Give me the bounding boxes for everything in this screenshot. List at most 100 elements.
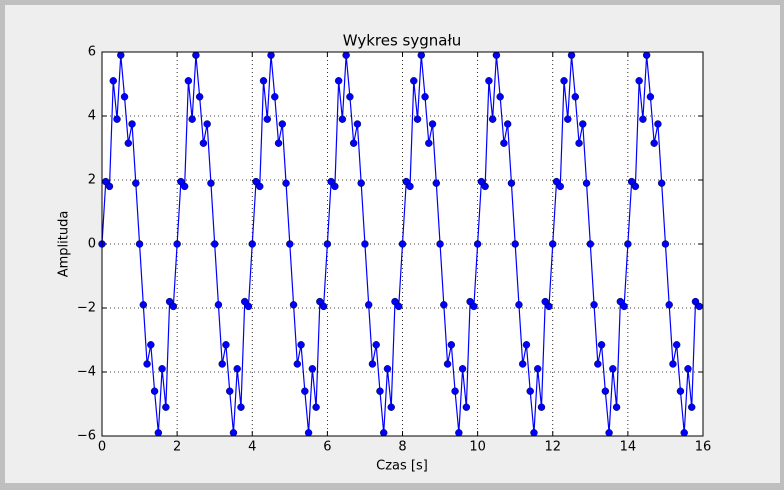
- signal-point: [226, 387, 234, 395]
- signal-point: [210, 240, 219, 248]
- signal-point: [124, 139, 132, 147]
- signal-point: [372, 341, 380, 349]
- signal-point: [380, 429, 388, 437]
- signal-point: [673, 341, 681, 349]
- signal-point: [139, 301, 148, 309]
- signal-point: [229, 429, 238, 437]
- plot-layer: 0 2 4 6 8 10 12 14 16 −6 −4 −2 0 2 4 6: [77, 45, 711, 455]
- signal-point: [323, 240, 332, 248]
- signal-point: [349, 139, 358, 147]
- signal-point: [398, 240, 407, 248]
- signal-point: [492, 51, 501, 59]
- signal-point: [507, 179, 516, 187]
- signal-point: [447, 341, 456, 349]
- signal-point: [676, 387, 685, 395]
- signal-point: [620, 302, 628, 311]
- signal-point: [462, 403, 471, 411]
- signal-point: [218, 360, 226, 368]
- signal-point: [473, 240, 482, 248]
- y-tick-label: 4: [88, 109, 96, 124]
- x-tick-label: 16: [695, 440, 712, 455]
- signal-point: [639, 115, 647, 123]
- signal-point: [308, 365, 317, 373]
- signal-point: [624, 240, 632, 248]
- signal-point: [353, 120, 362, 128]
- signal-point: [293, 360, 302, 368]
- signal-point: [117, 51, 125, 59]
- y-tick-label: −6: [77, 429, 96, 444]
- signal-point: [635, 77, 643, 85]
- signal-point: [173, 240, 181, 248]
- signal-point: [534, 365, 542, 373]
- signal-point: [661, 240, 670, 248]
- signal-point: [695, 302, 703, 311]
- signal-point: [338, 115, 347, 123]
- signal-point: [395, 302, 403, 311]
- signal-point: [109, 77, 117, 85]
- y-tick-label: 6: [88, 45, 96, 60]
- signal-point: [361, 240, 369, 248]
- x-tick-label: 8: [398, 440, 406, 455]
- signal-point: [128, 120, 136, 128]
- signal-point: [485, 77, 493, 85]
- signal-point: [357, 179, 365, 187]
- signal-point: [237, 403, 245, 411]
- chart-title: Wykres sygnału: [343, 32, 461, 50]
- y-tick-label: 0: [88, 237, 96, 252]
- signal-point: [657, 179, 666, 187]
- y-axis-label: Amplituda: [57, 211, 72, 278]
- signal-point: [567, 51, 576, 59]
- signal-point: [436, 240, 444, 248]
- signal-point: [105, 182, 114, 191]
- signal-point: [364, 301, 373, 309]
- x-tick-label: 12: [544, 440, 561, 455]
- signal-point: [301, 387, 309, 395]
- y-tick-label: −4: [77, 365, 96, 380]
- signal-point: [503, 120, 512, 128]
- signal-point: [549, 240, 557, 248]
- signal-point: [605, 429, 613, 437]
- signal-point: [222, 341, 230, 349]
- signal-point: [150, 387, 159, 395]
- signal-point: [421, 93, 429, 101]
- signal-point: [259, 77, 268, 85]
- signal-point: [334, 77, 343, 85]
- signal-point: [248, 240, 256, 248]
- signal-point: [158, 365, 166, 373]
- signal-point: [406, 182, 414, 191]
- signal-point: [319, 302, 328, 311]
- signal-point: [481, 182, 489, 191]
- signal-point: [455, 429, 463, 437]
- signal-point: [500, 139, 508, 147]
- signal-line: [101, 55, 700, 433]
- signal-point: [631, 182, 640, 191]
- signal-point: [575, 139, 583, 147]
- signal-point: [244, 302, 253, 311]
- signal-point: [263, 115, 271, 123]
- signal-point: [376, 387, 384, 395]
- signal-point: [684, 365, 692, 373]
- signal-point: [143, 360, 151, 368]
- signal-point: [113, 115, 121, 123]
- signal-point: [256, 182, 264, 191]
- signal-point: [440, 301, 448, 309]
- signal-point: [515, 301, 523, 309]
- signal-point: [297, 341, 305, 349]
- signal-point: [530, 429, 538, 437]
- signal-point: [132, 179, 140, 187]
- signal-point: [511, 240, 519, 248]
- signal-point: [120, 93, 129, 101]
- signal-point: [278, 120, 286, 128]
- signal-point: [669, 360, 677, 368]
- signal-point: [443, 360, 452, 368]
- y-tick-label: −2: [77, 301, 96, 316]
- signal-point: [184, 77, 193, 85]
- signal-point: [688, 403, 696, 411]
- signal-point: [199, 139, 208, 147]
- signal-point: [331, 182, 339, 191]
- signal-point: [597, 341, 606, 349]
- signal-point: [413, 115, 422, 123]
- signal-point: [470, 302, 478, 311]
